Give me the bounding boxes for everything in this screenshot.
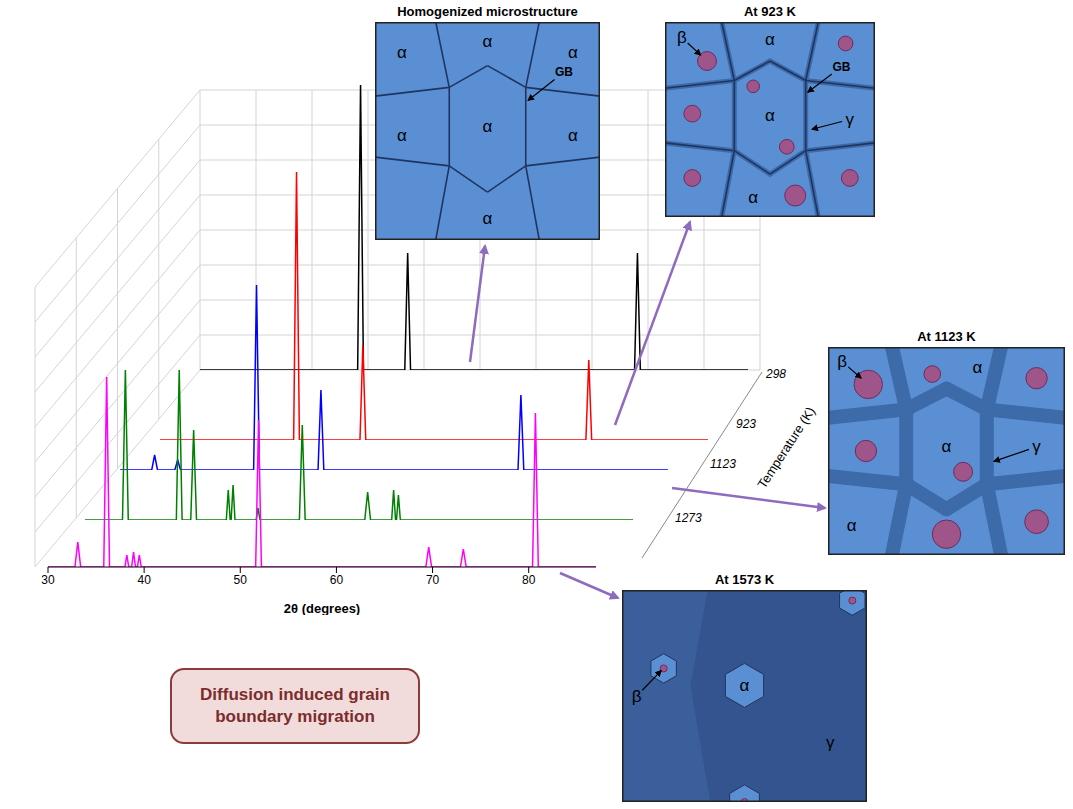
svg-text:40: 40 [137, 573, 151, 587]
svg-text:2θ (degrees): 2θ (degrees) [284, 601, 360, 615]
svg-text:γ: γ [1032, 437, 1041, 456]
svg-text:60: 60 [330, 573, 344, 587]
html-text:Homogenized microstructure: Homogenized microstructure [397, 4, 578, 19]
svg-text:α: α [568, 126, 578, 145]
html-text:Diffusion induced grain bounda: Diffusion induced grain boundary migrati… [200, 685, 390, 726]
svg-text:α: α [765, 106, 775, 125]
svg-text:1123: 1123 [710, 457, 736, 471]
svg-text:GB: GB [555, 65, 573, 79]
html-text:At 1573 K: At 1573 K [714, 572, 775, 587]
svg-text:α: α [397, 126, 407, 145]
svg-text:50: 50 [234, 573, 248, 587]
svg-text:70: 70 [426, 573, 440, 587]
svg-text:α: α [740, 676, 750, 695]
svg-text:γ: γ [846, 110, 855, 129]
svg-text:γ: γ [826, 733, 835, 752]
svg-text:80: 80 [522, 573, 536, 587]
svg-text:α: α [748, 188, 758, 207]
svg-text:α: α [483, 32, 493, 51]
svg-text:α: α [972, 358, 982, 377]
svg-text:α: α [568, 43, 578, 62]
svg-text:α: α [483, 209, 493, 228]
svg-text:β: β [632, 687, 642, 706]
svg-text:α: α [483, 117, 493, 136]
svg-text:298: 298 [765, 367, 786, 381]
svg-text:β: β [677, 28, 687, 47]
svg-text:1273: 1273 [675, 511, 702, 525]
svg-text:α: α [847, 516, 857, 535]
svg-text:α: α [397, 43, 407, 62]
svg-text:923: 923 [736, 417, 756, 431]
svg-text:α: α [765, 30, 775, 49]
svg-text:Temperature (K): Temperature (K) [754, 404, 818, 491]
html-text:At 923 K: At 923 K [744, 4, 796, 19]
svg-text:α: α [942, 437, 952, 456]
html-text:At 1123 K: At 1123 K [917, 329, 976, 344]
svg-text:30: 30 [41, 573, 55, 587]
svg-text:β: β [837, 352, 847, 371]
svg-text:GB: GB [832, 60, 850, 74]
